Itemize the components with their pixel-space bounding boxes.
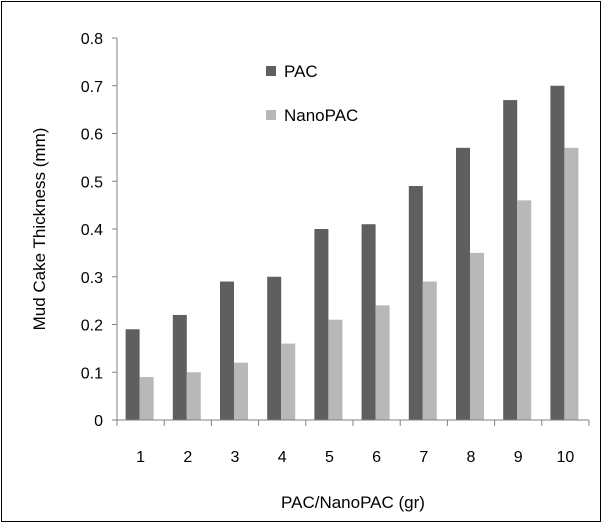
y-tick-label: 0 <box>94 413 103 430</box>
x-axis-label: PAC/NanoPAC (gr) <box>281 493 425 512</box>
x-tick-label: 8 <box>467 449 476 466</box>
bar-pac-6 <box>361 224 376 420</box>
legend-swatch-nanopac <box>266 110 276 120</box>
x-tick-label: 4 <box>278 449 287 466</box>
y-tick-label: 0.5 <box>81 174 103 191</box>
y-tick-label: 0.1 <box>81 365 103 382</box>
bar-nanopac-9 <box>517 200 532 420</box>
y-tick-label: 0.4 <box>81 222 103 239</box>
legend: PAC NanoPAC <box>266 62 358 125</box>
x-axis-ticks: 1 2 3 4 5 6 7 8 9 10 <box>116 420 590 466</box>
y-tick-label: 0.8 <box>81 31 103 48</box>
legend-label-pac: PAC <box>284 62 318 81</box>
legend-label-nanopac: NanoPAC <box>284 106 358 125</box>
axes <box>116 38 589 421</box>
y-tick-label: 0.3 <box>81 270 103 287</box>
x-tick-label: 2 <box>183 449 192 466</box>
bar-pac-4 <box>267 276 282 420</box>
bar-pac-5 <box>314 229 329 420</box>
bar-pac-7 <box>408 186 423 420</box>
bar-nanopac-3 <box>234 362 248 420</box>
bar-nanopac-1 <box>139 377 154 420</box>
y-axis-ticks: 0 0.1 0.2 0.3 0.4 0.5 0.6 0.7 0.8 <box>81 31 117 430</box>
bar-nanopac-6 <box>375 305 390 420</box>
x-tick-label: 3 <box>231 449 240 466</box>
x-tick-label: 6 <box>372 449 381 466</box>
bar-pac-10 <box>550 85 565 420</box>
bar-pac-9 <box>503 100 518 420</box>
y-tick-label: 0.7 <box>81 79 103 96</box>
bar-pac-1 <box>125 329 140 420</box>
bar-nanopac-2 <box>186 372 201 420</box>
x-tick-label: 9 <box>514 449 523 466</box>
bar-nanopac-8 <box>470 252 484 420</box>
bar-nanopac-5 <box>328 319 343 420</box>
legend-swatch-pac <box>266 66 276 76</box>
bar-pac-3 <box>220 281 234 420</box>
x-tick-label: 1 <box>136 449 145 466</box>
x-tick-label: 10 <box>557 449 575 466</box>
y-tick-label: 0.6 <box>81 127 103 144</box>
bar-nanopac-7 <box>422 281 437 420</box>
y-tick-label: 0.2 <box>81 318 103 335</box>
bar-nanopac-10 <box>564 147 579 420</box>
bar-pac-8 <box>456 147 470 420</box>
bar-nanopac-4 <box>281 343 296 420</box>
bars <box>125 85 579 420</box>
x-tick-label: 5 <box>325 449 334 466</box>
x-tick-label: 7 <box>419 449 428 466</box>
bar-pac-2 <box>172 314 187 420</box>
y-axis-label: Mud Cake Thickness (mm) <box>30 128 49 331</box>
